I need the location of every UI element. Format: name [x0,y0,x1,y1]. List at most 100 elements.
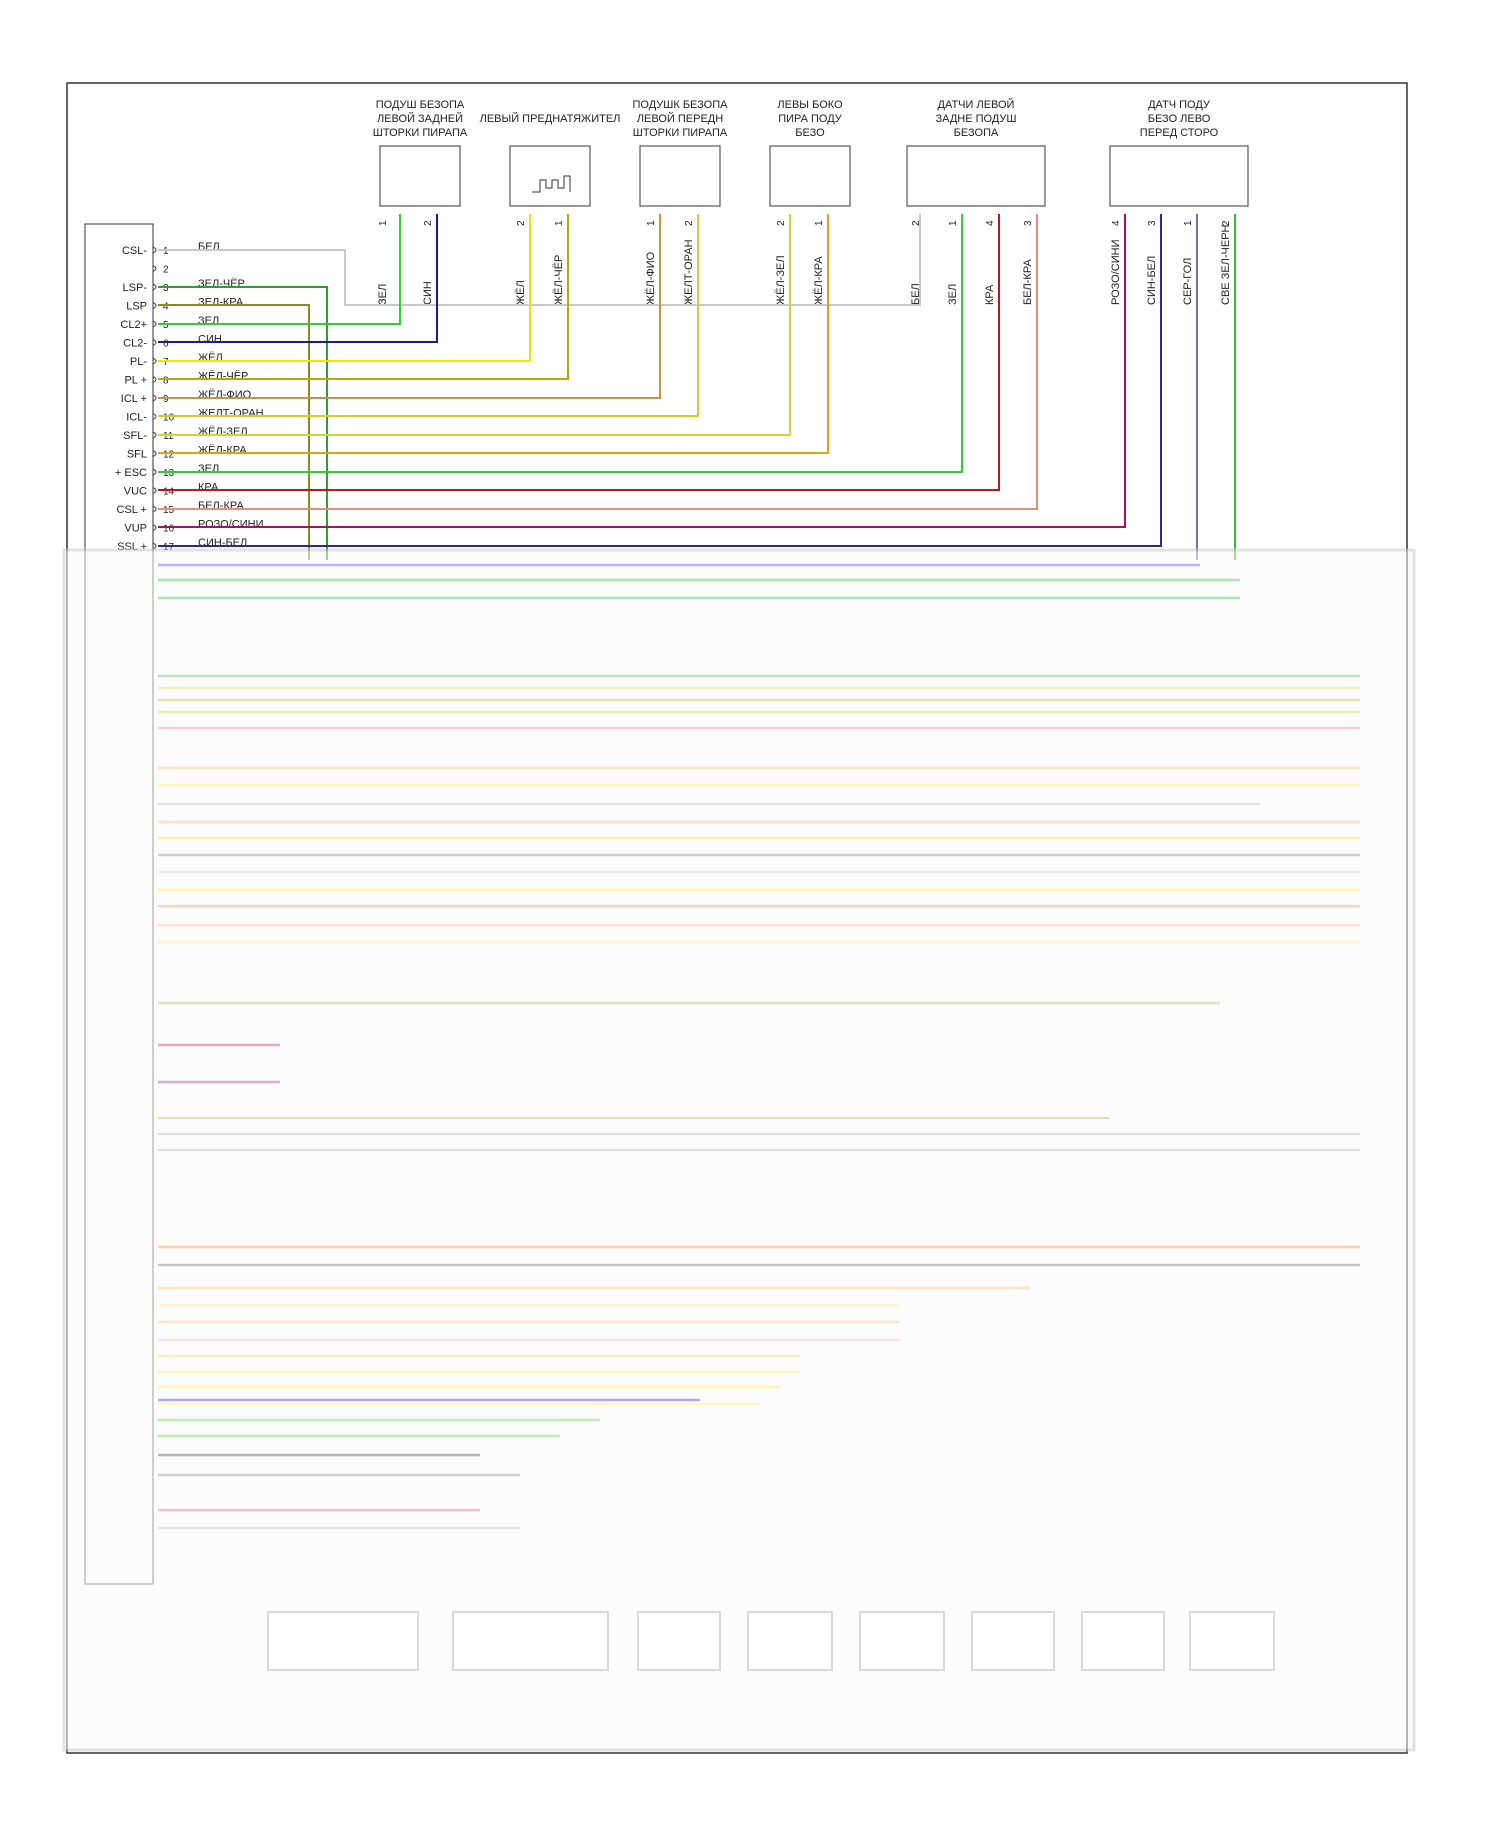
wire [158,214,791,436]
wire [158,214,1038,510]
pin-wire-label: ЖЁЛ-ЧЁР [198,371,248,383]
component-pin-number: 2 [911,220,922,226]
pin-bracket [152,487,157,494]
pin-number: 10 [163,413,175,424]
pin-wire-label: СИН-БЕЛ [198,537,247,549]
pin-wire-label: ЖЁЛ-ФИО [198,389,252,401]
component-pin-number: 4 [1111,220,1122,226]
pin-bracket [152,468,157,476]
component-wire-label: СВЕ ЗЕЛ-ЧЕРН [1220,224,1232,305]
pin-wire-label: ЗЕЛ [198,463,219,475]
wire [158,214,661,399]
component-wire-label: ЖЁЛ-ЗЕЛ [775,255,787,305]
wire [158,214,1000,491]
pin-signal-label: ICL + [121,393,147,405]
component-title: ЗАДНЕ ПОДУШ [936,113,1017,125]
pin-signal-label: PL- [130,356,147,368]
pin-signal-label: LSP [126,301,147,313]
pin-bracket [152,246,157,254]
pin-wire-label: СИН [198,334,222,346]
component-pin-number: 2 [1221,220,1232,226]
component-box [1109,145,1249,207]
component-box [769,145,851,207]
component-title: ЛЕВЫЙ ПРЕДНАТЯЖИТЕЛ [480,112,621,125]
pin-number: 15 [163,505,175,516]
pin-number: 12 [163,450,175,461]
component-wire-label: СИН [422,281,434,305]
faded-component-box [267,1611,419,1671]
component-pin-number: 3 [1147,220,1158,226]
pin-wire-label: ЗЕЛ-КРА [198,297,244,309]
component-wire-label: ЗЕЛ [377,284,389,305]
component-title: ПИРА ПОДУ [778,113,843,125]
pin-wire-label: ЖЁЛ-КРА [198,445,247,457]
pin-wire-label: ЗЕЛ [198,315,219,327]
wire [158,214,921,306]
component-pin-number: 1 [646,220,657,226]
pin-signal-label: LSP- [123,282,148,294]
component-title: ПОДУШК БЕЗОПА [633,99,729,111]
wire [158,214,438,343]
pin-wire-label: КРА [198,482,219,494]
component-title: ДАТЧ ПОДУ [1148,99,1211,111]
component-pin-number: 1 [378,220,389,226]
component-title: ШТОРКИ ПИРАПА [633,127,728,139]
pin-bracket [152,320,157,328]
pin-signal-label: CL2- [123,338,147,350]
component-title: БЕЗОПА [954,127,999,139]
component-pin-number: 2 [776,220,787,226]
component-pin-number: 2 [423,220,434,226]
pin-bracket [152,265,157,272]
component-box [639,145,721,207]
pretensioner-symbol [532,175,571,193]
component-title: ЛЕВЫ БОКО [777,99,843,111]
pin-bracket [152,357,157,365]
component-wire-label: КРА [984,284,996,305]
pin-number: 8 [163,376,169,387]
pin-signal-label: VUC [124,486,147,498]
component-pin-number: 2 [516,220,527,226]
component-wire-label: ЖЁЛ-ФИО [645,251,657,305]
wire [158,286,328,560]
wire [158,214,1126,528]
pin-bracket [152,376,157,383]
wire [158,214,569,380]
wire [158,214,699,417]
faded-component-box [637,1611,721,1671]
pin-signal-label: ICL- [126,412,147,424]
component-title: ШТОРКИ ПИРАПА [373,127,468,139]
pin-wire-label: ЗЕЛ-ЧЁР [198,278,245,290]
pin-bracket [152,450,157,457]
faded-component-box [971,1611,1055,1671]
pin-bracket [152,413,157,420]
faded-component-box [1189,1611,1275,1671]
component-pin-number: 1 [554,220,565,226]
component-pin-number: 1 [948,220,959,226]
pin-bracket [152,283,157,291]
pin-number: 1 [163,246,169,257]
pin-number: 14 [163,487,175,498]
component-pin-number: 2 [684,220,695,226]
component-pin-number: 4 [985,220,996,226]
pin-signal-label: SFL- [123,430,147,442]
component-title: ПЕРЕД СТОРО [1140,127,1219,139]
component-title: ЛЕВОЙ ПЕРЕДН [637,112,723,125]
pin-number: 13 [163,468,175,479]
pin-number: 16 [163,524,175,535]
pin-number: 7 [163,357,169,368]
component-box [906,145,1046,207]
pin-signal-label: PL + [124,375,147,387]
pin-bracket [152,431,157,439]
component-title: БЕЗО [795,127,825,139]
pin-bracket [152,302,157,309]
wire-runs [158,214,1236,560]
component-title: ДАТЧИ ЛЕВОЙ [938,98,1015,111]
wire [158,304,310,560]
wire [158,214,1162,547]
pin-wire-label: БЕЛ [198,241,220,253]
wire [158,214,401,325]
component-pin-number: 3 [1023,220,1034,226]
pin-number: 2 [163,265,169,276]
